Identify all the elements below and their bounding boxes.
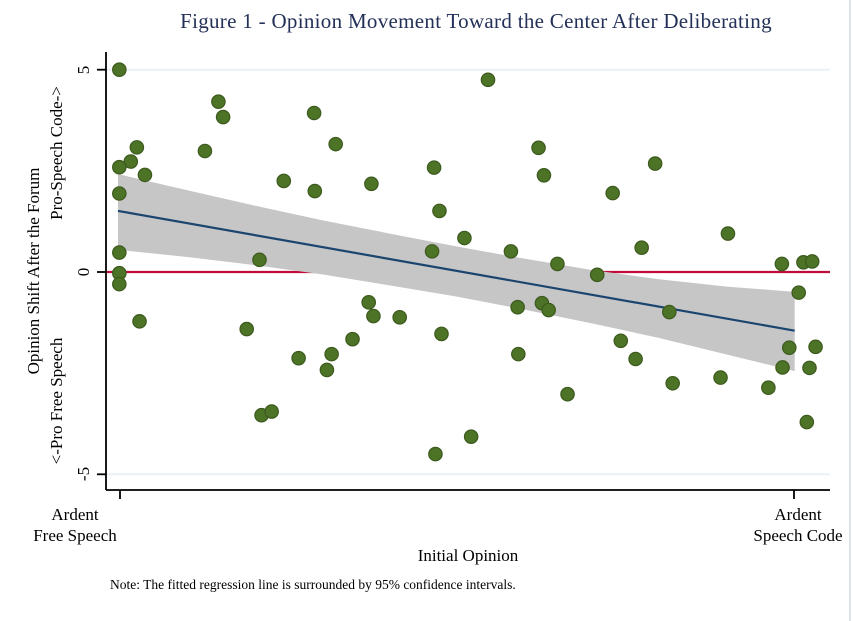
x-tick-label-right-line2: Speech Code: [753, 526, 843, 545]
data-point: [550, 256, 565, 272]
figure-note: Note: The fitted regression line is surr…: [110, 577, 516, 592]
data-point: [457, 230, 472, 246]
data-point: [319, 362, 335, 378]
data-point: [132, 314, 147, 329]
data-point: [761, 380, 776, 396]
data-point: [392, 310, 408, 325]
data-point: [605, 185, 620, 201]
data-point: [665, 375, 680, 391]
data-point: [112, 276, 127, 292]
data-point: [424, 244, 440, 259]
x-tick-label-right: Ardent Speech Code: [716, 504, 853, 546]
regression-line: [117, 209, 795, 332]
y-tick-label-0: 0: [74, 267, 93, 277]
data-point: [628, 351, 643, 367]
data-point: [364, 176, 379, 192]
data-point: [802, 360, 817, 376]
data-point: [781, 340, 797, 355]
data-point: [137, 167, 153, 183]
data-point: [129, 140, 145, 155]
data-point: [775, 360, 790, 375]
data-point: [276, 173, 292, 189]
data-point: [720, 226, 736, 241]
x-tick-label-right-line1: Ardent: [774, 505, 822, 524]
data-point: [531, 140, 546, 156]
data-point: [432, 203, 447, 219]
data-point: [647, 156, 663, 171]
data-point: [634, 240, 649, 256]
window-right-border: [849, 0, 851, 621]
data-point: [252, 252, 267, 268]
data-point: [662, 304, 677, 320]
data-point: [211, 94, 226, 109]
data-point: [799, 414, 815, 430]
data-point: [345, 331, 360, 347]
x-tick-label-left-line2: Free Speech: [33, 526, 117, 545]
data-point: [112, 159, 127, 175]
data-point: [112, 245, 127, 260]
data-point: [804, 254, 820, 269]
data-point: [428, 446, 443, 462]
x-tick-label-left: Ardent Free Speech: [5, 504, 145, 546]
y-axis-title: Opinion Shift After the Forum: [24, 167, 43, 375]
data-point: [215, 109, 231, 125]
data-point: [324, 346, 339, 362]
data-point: [774, 256, 790, 272]
data-point: [510, 299, 525, 315]
data-point: [197, 143, 213, 159]
x-axis-title: Initial Opinion: [417, 546, 519, 565]
data-point: [541, 302, 556, 318]
data-point: [511, 346, 526, 362]
data-point: [306, 105, 322, 121]
data-point: [808, 339, 823, 355]
data-point: [536, 168, 552, 183]
data-point: [480, 72, 496, 88]
y-tick-label-5: 5: [74, 65, 93, 75]
y-axis-upper-direction-label: Pro-Speech Code->: [47, 86, 66, 220]
data-point: [713, 370, 728, 385]
data-point: [123, 154, 139, 169]
data-point: [791, 285, 807, 300]
data-point: [366, 308, 381, 324]
data-point: [560, 386, 575, 402]
data-point: [434, 326, 449, 342]
data-point: [503, 244, 519, 259]
data-point: [613, 333, 629, 349]
data-point: [589, 267, 605, 283]
confidence-band: [117, 174, 795, 372]
data-point: [361, 295, 377, 310]
y-axis-lower-direction-label: <-Pro Free Speech: [47, 337, 66, 465]
data-point: [239, 321, 255, 337]
data-point: [264, 404, 279, 419]
data-point: [112, 186, 127, 201]
figure-title: Figure 1 - Opinion Movement Toward the C…: [180, 9, 772, 33]
y-tick-label-neg5: -5: [74, 466, 93, 482]
data-point: [328, 136, 343, 152]
data-point: [463, 429, 479, 444]
data-point: [426, 160, 442, 175]
data-point: [307, 183, 323, 199]
data-point: [112, 62, 127, 77]
data-point: [291, 350, 306, 366]
x-tick-label-left-line1: Ardent: [51, 505, 99, 524]
